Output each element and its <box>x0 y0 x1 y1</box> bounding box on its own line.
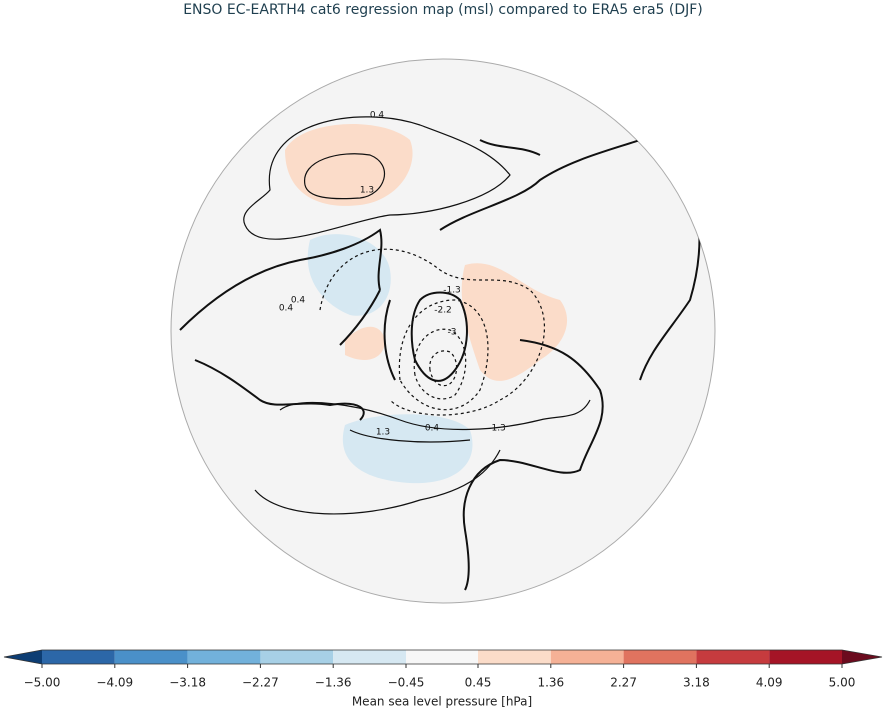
field <box>179 116 701 591</box>
colorbar-tick-label: −2.27 <box>242 676 279 690</box>
colorbar-tick-label: 3.18 <box>683 676 710 690</box>
colorbar-segment <box>187 650 261 664</box>
colorbar-segment <box>114 650 188 664</box>
contour-labels: 0.41.30.40.4-1.3-2.2-30.41.3 -1.3 <box>279 111 506 438</box>
contour-label: 0.4 <box>291 296 306 306</box>
positive-anomaly <box>461 263 568 381</box>
contour-label: 0.4 <box>370 111 385 121</box>
colorbar-segment <box>333 650 406 664</box>
colorbar-over <box>842 650 882 664</box>
title: ENSO EC-EARTH4 cat6 regression map (msl)… <box>183 2 703 18</box>
map-disc <box>170 58 716 604</box>
colorbar-segment <box>550 650 624 664</box>
negative-anomaly <box>342 414 473 484</box>
colorbar-segment <box>406 650 478 664</box>
colorbar-segment <box>696 650 770 664</box>
colorbar-segment <box>623 650 697 664</box>
colorbar-tick-label: −1.36 <box>315 676 352 690</box>
colorbar-segment <box>769 650 842 664</box>
contour-label: 1.3 <box>376 428 390 438</box>
contour-label: -3 <box>448 328 457 338</box>
contour-label: 0.4 <box>425 424 440 434</box>
colorbar-segment <box>478 650 551 664</box>
colorbar-label: Mean sea level pressure [hPa] <box>352 695 532 709</box>
contour-label: -2.2 <box>434 306 452 316</box>
colorbar-tick-label: −5.00 <box>24 676 61 690</box>
colorbar: −5.00 −4.09 −3.18 −2.27 −1.36 −0.45 0.45 1.36 2.… <box>3 649 883 709</box>
positive-anomaly <box>345 326 385 360</box>
map: 0.41.30.40.4-1.3-2.2-30.41.3 -1.3 <box>170 58 716 604</box>
colorbar-tick-label: 2.27 <box>610 676 637 690</box>
colorbar-segment <box>42 650 115 664</box>
colorbar-tick-label: −4.09 <box>96 676 133 690</box>
colorbar-tick-label: 5.00 <box>829 676 856 690</box>
colorbar-tick-label: 4.09 <box>756 676 783 690</box>
contour-label: 0.4 <box>279 304 294 314</box>
contour-label: -1.3 <box>443 286 461 296</box>
colorbar-tick-label: −3.18 <box>169 676 206 690</box>
contour-label: -1.3 <box>488 424 506 434</box>
colorbar-under <box>4 650 42 664</box>
colorbar-tick-label: −0.45 <box>388 676 425 690</box>
colorbar-tick-label: 1.36 <box>537 676 564 690</box>
contours <box>243 116 591 515</box>
coastlines <box>179 138 701 591</box>
contour-label: 1.3 <box>360 186 374 196</box>
colorbar-segment <box>260 650 334 664</box>
colorbar-tick-label: 0.45 <box>465 676 492 690</box>
